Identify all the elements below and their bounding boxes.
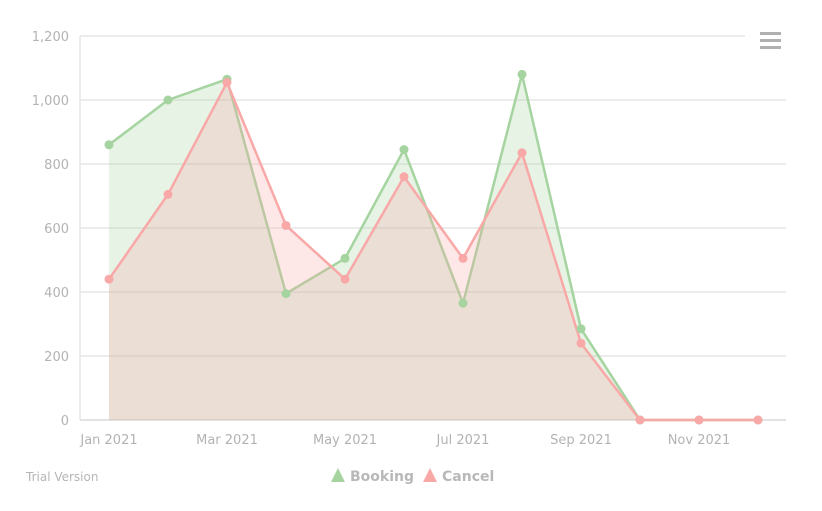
data-point-cancel[interactable]: [517, 148, 527, 158]
y-tick-label: 1,000: [32, 94, 69, 109]
data-point-cancel[interactable]: [635, 415, 645, 425]
series-area-cancel: [109, 82, 758, 421]
series-markers: [104, 69, 763, 425]
legend-label: Booking: [350, 469, 414, 485]
data-point-cancel[interactable]: [576, 338, 586, 348]
y-axis: 0 200 400 600 800 1,000 1,200: [32, 30, 81, 429]
y-tick-label: 800: [44, 158, 69, 173]
x-tick-label: Sep 2021: [550, 433, 612, 448]
x-axis: Jan 2021 Mar 2021 May 2021 Jul 2021 Sep 2021…: [79, 419, 786, 448]
series-areas: [107, 73, 758, 422]
data-point-cancel[interactable]: [281, 220, 291, 230]
x-tick-label: Mar 2021: [196, 433, 258, 448]
data-point-cancel[interactable]: [222, 77, 232, 87]
y-tick-label: 400: [44, 286, 69, 301]
trial-watermark: Trial Version: [25, 470, 98, 484]
data-point-cancel[interactable]: [163, 189, 173, 199]
legend-label: Cancel: [442, 469, 494, 485]
x-tick-label: Jul 2021: [436, 433, 490, 448]
data-point-booking[interactable]: [104, 140, 114, 150]
x-tick-label: May 2021: [313, 433, 377, 448]
data-point-cancel[interactable]: [399, 172, 409, 182]
series-line-cancel[interactable]: [107, 81, 758, 422]
data-point-booking[interactable]: [340, 253, 350, 263]
data-point-booking[interactable]: [458, 298, 468, 308]
legend-item-cancel[interactable]: Cancel: [423, 468, 494, 485]
gridlines: [80, 35, 786, 421]
legend-triangle-icon: [331, 468, 345, 482]
data-point-cancel[interactable]: [340, 274, 350, 284]
data-point-booking[interactable]: [576, 324, 586, 334]
hamburger-menu-icon[interactable]: [760, 32, 781, 49]
x-tick-label: Jan 2021: [79, 433, 137, 448]
y-tick-label: 0: [61, 414, 69, 429]
series-area-booking: [109, 74, 758, 421]
legend-triangle-icon: [423, 468, 437, 482]
y-tick-label: 600: [44, 222, 69, 237]
data-point-cancel[interactable]: [694, 415, 704, 425]
legend: Booking Cancel: [331, 468, 494, 485]
data-point-booking[interactable]: [399, 145, 409, 155]
data-point-cancel[interactable]: [104, 274, 114, 284]
data-point-cancel[interactable]: [753, 415, 763, 425]
y-tick-label: 1,200: [32, 30, 69, 45]
x-tick-label: Nov 2021: [668, 433, 731, 448]
y-tick-label: 200: [44, 350, 69, 365]
legend-item-booking[interactable]: Booking: [331, 468, 414, 485]
data-point-cancel[interactable]: [458, 253, 468, 263]
data-point-booking[interactable]: [517, 69, 527, 79]
data-point-booking[interactable]: [163, 95, 173, 105]
data-point-booking[interactable]: [281, 289, 291, 299]
